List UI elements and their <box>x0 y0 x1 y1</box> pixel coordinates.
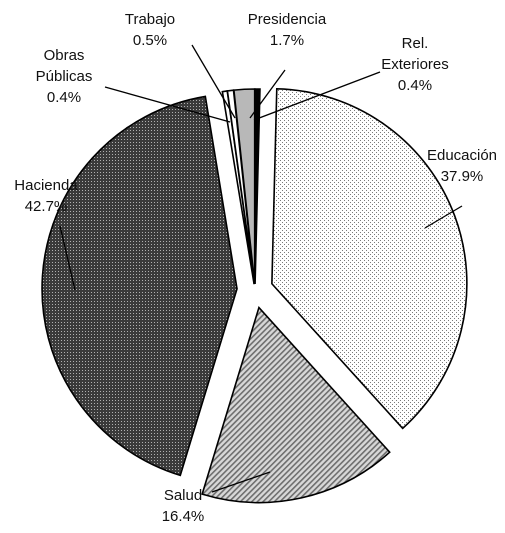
leader-line <box>253 71 381 121</box>
pie-slice-educaci-n <box>271 87 468 430</box>
leader-line <box>191 44 236 119</box>
leader-line <box>249 69 286 119</box>
slice-label-rel-exteriores: Rel. Exteriores 0.4% <box>381 35 449 94</box>
leader-line <box>59 225 76 291</box>
leader-line <box>424 205 463 229</box>
pie-slice-salud <box>201 305 391 504</box>
leader-line <box>104 86 231 123</box>
slice-label-hacienda: Hacienda 42.7% <box>14 177 78 215</box>
pie-slice-hacienda <box>41 95 238 477</box>
slice-label-educaci-n: Educación 37.9% <box>427 147 497 185</box>
pie-slice-presidencia <box>233 88 256 285</box>
leader-line <box>211 471 271 493</box>
slice-label-salud: Salud 16.4% <box>162 487 205 525</box>
slice-label-presidencia: Presidencia 1.7% <box>248 11 327 49</box>
slice-label-trabajo: Trabajo 0.5% <box>125 11 175 49</box>
slice-label-obras-p-blicas: Obras Públicas 0.4% <box>36 47 93 106</box>
